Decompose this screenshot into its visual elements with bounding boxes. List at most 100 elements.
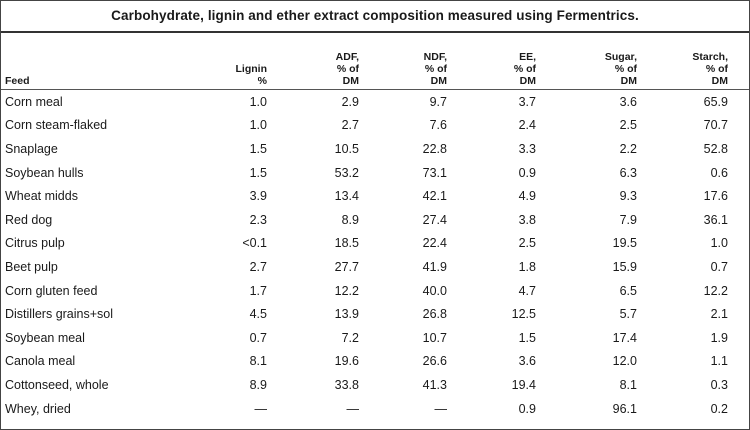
- ee-value: 0.9: [518, 165, 536, 180]
- feed-name: Canola meal: [5, 354, 76, 369]
- table-row: Whey, dried — — — 0.9 96.1 0.2: [1, 397, 749, 421]
- ndf-value: 40.0: [422, 283, 447, 298]
- header-sugar-line1: Sugar,: [604, 51, 637, 63]
- lignin-value: 8.9: [249, 377, 267, 392]
- feed-name: Beet pulp: [5, 259, 58, 274]
- feed-name: Distillers grains+sol: [5, 307, 114, 322]
- header-ee-line3: DM: [519, 75, 536, 87]
- header-sugar: Sugar, % of DM: [605, 51, 637, 87]
- header-adf-line1: ADF,: [335, 51, 359, 63]
- starch-value: 0.7: [710, 259, 728, 274]
- ee-value: 0.9: [518, 401, 536, 416]
- header-adf: ADF, % of DM: [336, 51, 359, 87]
- feed-name: Whey, dried: [5, 401, 71, 416]
- adf-value: 2.7: [341, 118, 359, 133]
- ee-value: 3.6: [518, 354, 536, 369]
- table-body: Corn meal 1.0 2.9 9.7 3.7 3.6 65.9 Corn …: [1, 90, 749, 420]
- sugar-value: 15.9: [612, 259, 637, 274]
- ee-value: 12.5: [511, 307, 536, 322]
- lignin-value: 2.7: [249, 259, 267, 274]
- sugar-value: 96.1: [612, 401, 637, 416]
- header-lignin: Lignin %: [236, 63, 268, 87]
- ndf-value: 7.6: [429, 118, 447, 133]
- lignin-value: 1.0: [249, 94, 267, 109]
- ee-value: 3.7: [518, 94, 536, 109]
- sugar-value: 12.0: [612, 354, 637, 369]
- table-row: Snaplage 1.5 10.5 22.8 3.3 2.2 52.8: [1, 137, 749, 161]
- table-header: Feed Lignin % ADF, % of DM NDF, % of DM …: [1, 33, 749, 90]
- starch-value: 1.0: [710, 236, 728, 251]
- header-ndf: NDF, % of DM: [424, 51, 447, 87]
- starch-value: 1.1: [710, 354, 728, 369]
- adf-value: 33.8: [334, 377, 359, 392]
- ee-value: 1.8: [518, 259, 536, 274]
- adf-value: 27.7: [334, 259, 359, 274]
- ndf-value: 22.8: [422, 141, 447, 156]
- header-starch-line1: Starch,: [692, 51, 728, 63]
- starch-value: 1.9: [710, 330, 728, 345]
- sugar-value: 8.1: [619, 377, 637, 392]
- sugar-value: 7.9: [619, 212, 637, 227]
- starch-value: 65.9: [703, 94, 728, 109]
- lignin-value: 1.5: [249, 141, 267, 156]
- adf-value: 53.2: [334, 165, 359, 180]
- lignin-value: 3.9: [249, 189, 267, 204]
- ee-value: 3.8: [518, 212, 536, 227]
- table-row: Canola meal 8.1 19.6 26.6 3.6 12.0 1.1: [1, 350, 749, 374]
- starch-value: 12.2: [703, 283, 728, 298]
- adf-value: 10.5: [334, 141, 359, 156]
- sugar-value: 2.2: [619, 141, 637, 156]
- starch-value: 52.8: [703, 141, 728, 156]
- adf-value: 19.6: [334, 354, 359, 369]
- lignin-value: <0.1: [242, 236, 267, 251]
- header-ndf-line1: NDF,: [423, 51, 447, 63]
- sugar-value: 17.4: [612, 330, 637, 345]
- header-ndf-line2: % of: [424, 63, 447, 75]
- starch-value: 0.2: [710, 401, 728, 416]
- ndf-value: 41.9: [422, 259, 447, 274]
- adf-value: 7.2: [341, 330, 359, 345]
- starch-value: 0.6: [710, 165, 728, 180]
- table-row: Distillers grains+sol 4.5 13.9 26.8 12.5…: [1, 302, 749, 326]
- table-row: Corn gluten feed 1.7 12.2 40.0 4.7 6.5 1…: [1, 279, 749, 303]
- ndf-value: 42.1: [422, 189, 447, 204]
- ndf-value: 27.4: [422, 212, 447, 227]
- feed-name: Corn steam-flaked: [5, 118, 108, 133]
- ndf-value: 41.3: [422, 377, 447, 392]
- feed-name: Citrus pulp: [5, 236, 65, 251]
- ee-value: 2.4: [518, 118, 536, 133]
- lignin-value: 1.5: [249, 165, 267, 180]
- ndf-value: 26.6: [422, 354, 447, 369]
- header-lignin-line1: Lignin: [235, 63, 268, 75]
- table-row: Soybean hulls 1.5 53.2 73.1 0.9 6.3 0.6: [1, 161, 749, 185]
- adf-value: 13.4: [334, 189, 359, 204]
- starch-value: 2.1: [710, 307, 728, 322]
- sugar-value: 19.5: [612, 236, 637, 251]
- feed-name: Red dog: [5, 212, 53, 227]
- table-row: Wheat midds 3.9 13.4 42.1 4.9 9.3 17.6: [1, 184, 749, 208]
- feed-name: Soybean hulls: [5, 165, 84, 180]
- sugar-value: 5.7: [619, 307, 637, 322]
- header-ndf-line3: DM: [430, 75, 447, 87]
- feed-name: Snaplage: [5, 141, 58, 156]
- header-feed: Feed: [5, 75, 30, 87]
- lignin-value: 1.7: [249, 283, 267, 298]
- table-row: Beet pulp 2.7 27.7 41.9 1.8 15.9 0.7: [1, 255, 749, 279]
- feed-name: Soybean meal: [5, 330, 85, 345]
- table-row: Red dog 2.3 8.9 27.4 3.8 7.9 36.1: [1, 208, 749, 232]
- lignin-value: 8.1: [249, 354, 267, 369]
- adf-value: 8.9: [341, 212, 359, 227]
- adf-value: 12.2: [334, 283, 359, 298]
- starch-value: 70.7: [703, 118, 728, 133]
- ndf-value: 9.7: [429, 94, 447, 109]
- ee-value: 4.9: [518, 189, 536, 204]
- lignin-value: 1.0: [249, 118, 267, 133]
- adf-value: —: [346, 401, 360, 416]
- starch-value: 17.6: [703, 189, 728, 204]
- adf-value: 13.9: [334, 307, 359, 322]
- ndf-value: 26.8: [422, 307, 447, 322]
- adf-value: 18.5: [334, 236, 359, 251]
- lignin-value: —: [254, 401, 268, 416]
- ndf-value: —: [434, 401, 448, 416]
- sugar-value: 2.5: [619, 118, 637, 133]
